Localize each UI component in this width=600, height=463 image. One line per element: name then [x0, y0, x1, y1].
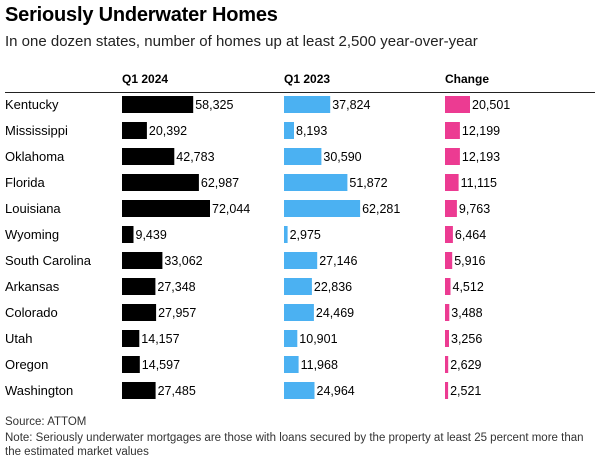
category-label-washington: Washington — [5, 383, 73, 398]
value-label-q1-2024-south-carolina: 33,062 — [164, 254, 202, 268]
value-label-change-colorado: 3,488 — [451, 306, 482, 320]
category-label-mississippi: Mississippi — [5, 123, 68, 138]
value-label-change-louisiana: 9,763 — [459, 202, 490, 216]
source-note: Source: ATTOM — [5, 416, 87, 428]
bar-q1-2024-kentucky — [122, 96, 194, 113]
category-label-louisiana: Louisiana — [5, 201, 61, 216]
category-label-south-carolina: South Carolina — [5, 253, 92, 268]
bar-q1-2023-kentucky — [284, 96, 331, 113]
category-label-kentucky: Kentucky — [5, 97, 59, 112]
bar-q1-2024-wyoming — [122, 226, 134, 243]
bar-change-louisiana — [445, 200, 457, 217]
value-label-q1-2023-louisiana: 62,281 — [362, 202, 400, 216]
bar-q1-2024-utah — [122, 330, 140, 347]
bar-change-arkansas — [445, 278, 451, 295]
bar-q1-2023-colorado — [284, 304, 314, 321]
bar-q1-2023-utah — [284, 330, 298, 347]
category-label-florida: Florida — [5, 175, 46, 190]
value-label-change-arkansas: 4,512 — [453, 280, 484, 294]
bar-change-south-carolina — [445, 252, 453, 269]
value-label-q1-2024-louisiana: 72,044 — [212, 202, 250, 216]
bar-change-utah — [445, 330, 449, 347]
value-label-q1-2024-arkansas: 27,348 — [157, 280, 195, 294]
value-label-change-oklahoma: 12,193 — [462, 150, 500, 164]
chart-title: Seriously Underwater Homes — [5, 4, 278, 26]
header-rule — [5, 92, 595, 93]
bar-q1-2024-washington — [122, 382, 156, 399]
value-label-q1-2024-washington: 27,485 — [158, 384, 196, 398]
bar-q1-2024-louisiana — [122, 200, 210, 217]
value-label-q1-2023-kentucky: 37,824 — [332, 98, 370, 112]
value-label-q1-2023-colorado: 24,469 — [316, 306, 354, 320]
value-label-q1-2023-wyoming: 2,975 — [290, 228, 321, 242]
bar-q1-2023-oklahoma — [284, 148, 322, 165]
value-label-change-oregon: 2,629 — [450, 358, 481, 372]
bar-change-oregon — [445, 356, 449, 373]
value-label-change-washington: 2,521 — [450, 384, 481, 398]
category-label-colorado: Colorado — [5, 305, 58, 320]
bar-q1-2024-oregon — [122, 356, 140, 373]
value-label-change-wyoming: 6,464 — [455, 228, 486, 242]
footnote: Note: Seriously underwater mortgages are… — [5, 432, 584, 458]
bar-q1-2024-oklahoma — [122, 148, 175, 165]
value-label-q1-2023-south-carolina: 27,146 — [319, 254, 357, 268]
value-label-change-kentucky: 20,501 — [472, 98, 510, 112]
bar-change-kentucky — [445, 96, 470, 113]
bar-change-wyoming — [445, 226, 453, 243]
column-header-change: Change — [445, 72, 490, 86]
bar-q1-2023-wyoming — [284, 226, 288, 243]
value-label-change-utah: 3,256 — [451, 332, 482, 346]
column-header-q1-2023: Q1 2023 — [284, 72, 331, 86]
value-label-q1-2024-colorado: 27,957 — [158, 306, 196, 320]
bar-q1-2023-washington — [284, 382, 315, 399]
value-label-q1-2023-florida: 51,872 — [349, 176, 387, 190]
value-label-change-florida: 11,115 — [461, 176, 497, 190]
value-label-q1-2024-oklahoma: 42,783 — [176, 150, 214, 164]
bar-q1-2024-florida — [122, 174, 199, 191]
bar-q1-2023-oregon — [284, 356, 299, 373]
value-label-change-south-carolina: 5,916 — [454, 254, 485, 268]
value-label-q1-2024-mississippi: 20,392 — [149, 124, 187, 138]
value-label-q1-2024-oregon: 14,597 — [142, 358, 180, 372]
value-label-q1-2023-oklahoma: 30,590 — [323, 150, 361, 164]
category-label-oklahoma: Oklahoma — [5, 149, 65, 164]
bar-change-oklahoma — [445, 148, 460, 165]
value-label-q1-2024-florida: 62,987 — [201, 176, 239, 190]
category-label-oregon: Oregon — [5, 357, 48, 372]
bar-q1-2023-florida — [284, 174, 348, 191]
bar-q1-2023-arkansas — [284, 278, 312, 295]
bar-q1-2023-mississippi — [284, 122, 294, 139]
value-label-q1-2023-oregon: 11,968 — [301, 358, 338, 372]
column-header-q1-2024: Q1 2024 — [122, 72, 169, 86]
chart-subtitle: In one dozen states, number of homes up … — [5, 33, 478, 50]
category-label-utah: Utah — [5, 331, 32, 346]
bar-q1-2024-colorado — [122, 304, 157, 321]
value-label-q1-2024-utah: 14,157 — [141, 332, 179, 346]
bar-q1-2023-south-carolina — [284, 252, 318, 269]
bar-change-mississippi — [445, 122, 460, 139]
bar-q1-2024-arkansas — [122, 278, 156, 295]
bar-q1-2024-south-carolina — [122, 252, 163, 269]
bar-change-washington — [445, 382, 449, 399]
category-label-arkansas: Arkansas — [5, 279, 60, 294]
bar-change-colorado — [445, 304, 450, 321]
value-label-q1-2023-washington: 24,964 — [317, 384, 355, 398]
value-label-q1-2024-kentucky: 58,325 — [195, 98, 233, 112]
value-label-q1-2023-arkansas: 22,836 — [314, 280, 352, 294]
value-label-change-mississippi: 12,199 — [462, 124, 500, 138]
bar-q1-2023-louisiana — [284, 200, 361, 217]
bar-q1-2024-mississippi — [122, 122, 147, 139]
bar-change-florida — [445, 174, 459, 191]
category-label-wyoming: Wyoming — [5, 227, 59, 242]
value-label-q1-2023-utah: 10,901 — [299, 332, 337, 346]
value-label-q1-2023-mississippi: 8,193 — [296, 124, 327, 138]
value-label-q1-2024-wyoming: 9,439 — [136, 228, 167, 242]
